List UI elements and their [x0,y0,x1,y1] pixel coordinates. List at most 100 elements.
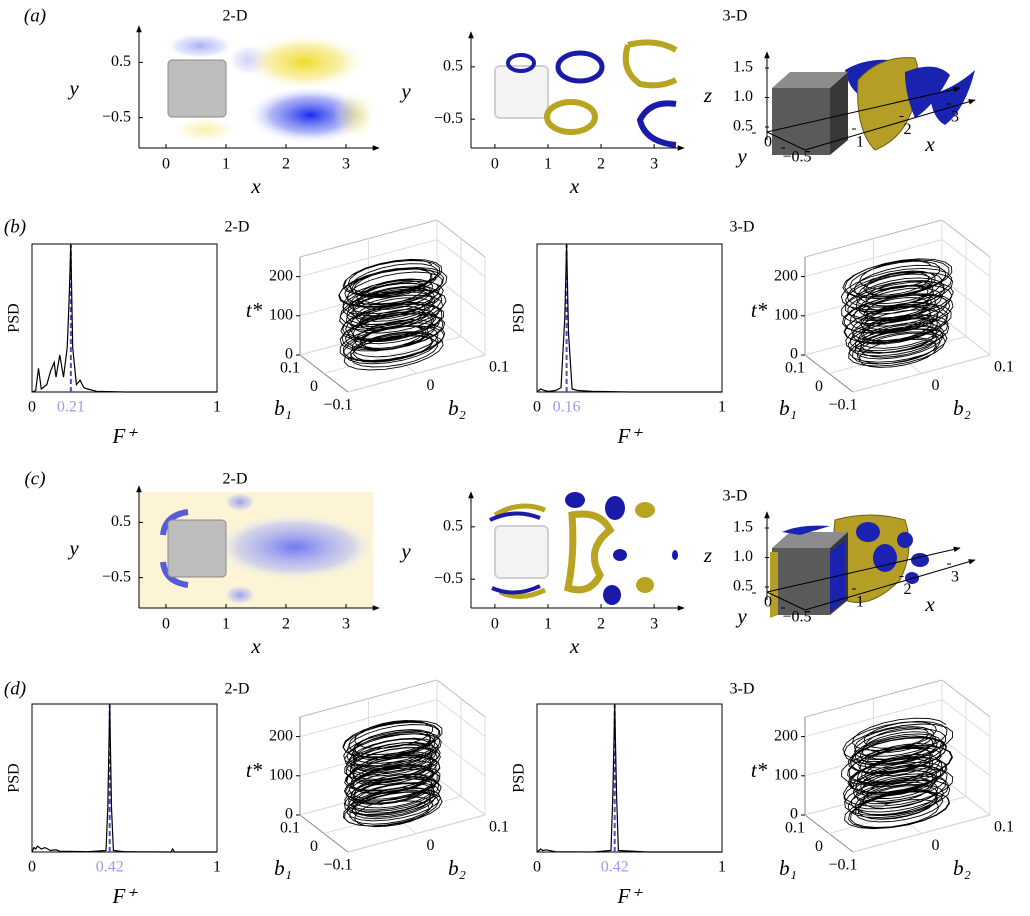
x-tick-label: 1 [718,399,726,416]
x-axis-label: x [924,592,935,616]
t-tick-label: 200 [774,727,798,744]
y-tick-label: −0.5 [782,609,811,626]
t-tick-label: 200 [269,727,293,744]
y-axis-label: PSD [511,763,528,792]
trajectory [841,717,954,830]
y-tick-label: −0.5 [782,149,811,166]
x-tick-label: 3 [951,569,959,586]
t-tick-label: 100 [774,766,798,783]
b1-axis-label: b₁ [274,396,292,420]
panel-title: 2-D [223,471,248,488]
grid-line [873,796,922,834]
x-tick-label: 1 [718,859,726,876]
x-tick-label: 1 [213,399,221,416]
y-axis [766,131,806,151]
t-axis-label: t* [751,758,768,782]
b1-tick-label: 0.1 [280,820,300,837]
t-axis-label: t* [246,758,263,782]
y-tick-label: 0.5 [111,53,131,70]
b2-tick-label: 0.1 [489,359,509,376]
x-axis-label: x [250,174,261,198]
z-tick-label: 1.0 [733,548,753,565]
t-tick-label: 0 [790,806,798,823]
panel-label: (b) [4,216,26,237]
peak-label: 0.42 [96,859,124,876]
b2-tick-label: 0.1 [994,359,1014,376]
x-tick-label: 1 [544,156,552,173]
psd-curve [31,703,217,853]
y-tick-label: 0 [764,134,772,151]
x-tick-label: 0 [28,399,36,416]
grid-line [941,317,991,356]
grid-line [368,336,417,374]
panel-title: 2-D [225,681,250,698]
x-tick-label: 1 [213,859,221,876]
y-axis-label: y [399,539,411,563]
b1-tick-label: 0 [310,378,318,395]
peak-label: 0.42 [601,859,629,876]
x-tick-label: 3 [951,109,959,126]
x-tick-label: 3 [650,616,658,633]
b2-tick-label: 0 [932,837,940,854]
x-axis [766,546,961,593]
b2-tick-label: 0 [427,837,435,854]
t-axis-label: t* [751,298,768,322]
plot-frame [31,703,218,853]
peak-label: 0.16 [553,399,581,416]
x-axis-label: x [569,634,580,658]
y-tick-label: 0.5 [443,57,463,74]
x-tick-label: 0 [28,859,36,876]
panel-c: (c) 2-D 3-D [24,468,976,658]
panel-title: 2-D [225,219,250,236]
x-tick-label: 0 [162,156,170,173]
x-tick-label: 2 [597,156,605,173]
x-axis [804,99,976,151]
x-axis-label: F⁺ [617,884,644,908]
x-axis [804,559,976,611]
y-tick-label: 0 [764,594,772,611]
b1-tick-label: −0.1 [323,857,352,874]
y-axis [766,591,806,611]
z-tick-label: 1.5 [733,519,753,536]
x-tick-label: 3 [650,156,658,173]
psd-curve [536,703,722,853]
b2-tick-label: 0.1 [489,819,509,836]
b1-tick-label: 0 [310,838,318,855]
y-axis-label: y [399,79,411,103]
t-tick-label: 200 [269,267,293,284]
b1-tick-label: 0.1 [280,360,300,377]
contour-field [139,492,377,608]
y-axis-label: PSD [6,303,23,332]
z-tick-label: 0.5 [733,118,753,135]
panel-label: (d) [4,678,26,699]
y-tick-label: −0.5 [102,108,131,125]
t-tick-label: 100 [269,306,293,323]
y-axis-label: PSD [6,763,23,792]
z-axis-label: z [703,83,712,107]
x-tick-label: 1 [222,156,230,173]
y-axis-label: y [735,144,747,168]
x-tick-label: 2 [282,156,290,173]
x-axis-label: F⁺ [112,424,139,448]
trajectory [342,719,443,828]
plot-frame [31,243,218,393]
x-tick-label: 2 [904,581,912,598]
view3d-scene [770,514,929,618]
x-tick-label: 2 [282,616,290,633]
t-tick-label: 0 [285,806,293,823]
t-tick-label: 0 [790,346,798,363]
panel-title: 3-D [723,488,748,505]
x-tick-label: 1 [544,616,552,633]
y-tick-label: −0.5 [102,568,131,585]
x-tick-label: 2 [597,616,605,633]
z-axis-label: z [703,543,712,567]
grid-line [436,777,486,816]
x-axis-label: F⁺ [112,884,139,908]
z-tick-label: 1.0 [733,88,753,105]
t-tick-label: 100 [269,766,293,783]
t-tick-label: 100 [774,306,798,323]
panel-b: (b) 2-D 3-D 0 1 0.21 F⁺ PSD 0 1 0.16 F⁺ PSD 0 100 20… [4,216,1014,447]
x-tick-label: 2 [904,121,912,138]
